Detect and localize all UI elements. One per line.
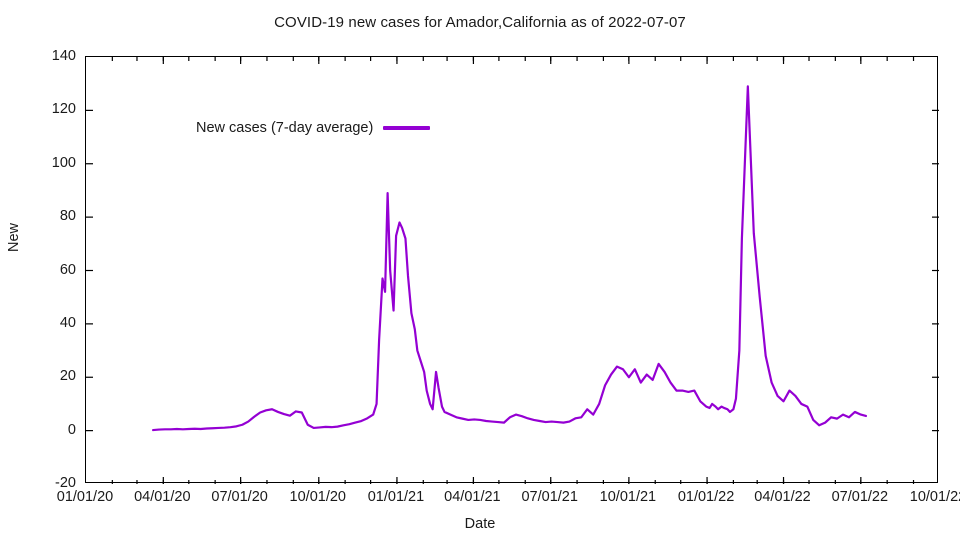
y-tick-label: 120	[51, 101, 76, 118]
x-tick-label: 01/01/22	[677, 489, 735, 505]
chart-legend: New cases (7-day average)	[196, 118, 431, 138]
x-tick-label: 10/01/22	[909, 489, 960, 505]
y-tick-label: 60	[59, 261, 76, 278]
legend-color-swatch	[383, 126, 431, 130]
y-tick-label: 80	[59, 208, 76, 225]
y-tick-label: 40	[59, 314, 76, 331]
axis-tick-marks	[86, 57, 939, 484]
legend-label-new-cases: New cases (7-day average)	[196, 120, 374, 136]
series-line-new-cases	[152, 85, 868, 432]
x-tick-label: 10/01/20	[289, 489, 347, 505]
plot-svg	[86, 57, 939, 484]
x-tick-label: 07/01/22	[831, 489, 889, 505]
y-tick-label: 20	[59, 368, 76, 385]
y-tick-label: 100	[51, 154, 76, 171]
x-tick-label: 04/01/20	[134, 489, 191, 505]
x-tick-label: 07/01/20	[211, 489, 268, 505]
y-axis-tick-labels: -20 0 20 40 60 80 100 120 140	[10, 48, 76, 491]
x-axis-tick-labels: 01/01/20 04/01/20 07/01/20 10/01/20 01/01/21…	[0, 489, 960, 511]
x-tick-label: 10/01/21	[599, 489, 657, 505]
x-tick-label: 01/01/21	[367, 489, 425, 505]
y-tick-label: -20	[55, 475, 76, 491]
x-tick-label: 04/01/22	[754, 489, 811, 505]
x-tick-label: 07/01/21	[521, 489, 578, 505]
chart-title: COVID-19 new cases for Amador,California…	[274, 14, 686, 31]
plot-area: New cases (7-day average)	[85, 56, 939, 484]
x-tick-label: 01/01/20	[56, 489, 114, 505]
y-tick-label: 140	[51, 48, 76, 64]
x-tick-label: 04/01/21	[444, 489, 501, 505]
y-tick-label: 0	[67, 421, 76, 438]
x-axis-title: Date	[464, 516, 496, 532]
